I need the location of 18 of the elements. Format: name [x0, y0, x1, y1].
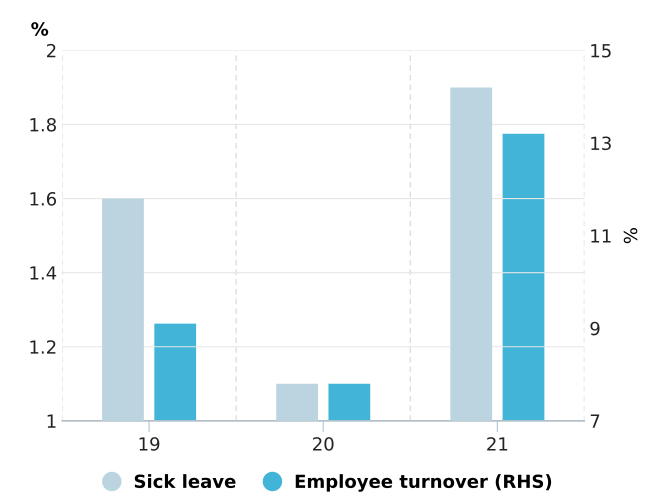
legend-label: Employee turnover (RHS) — [296, 474, 552, 492]
x-tick-label: 19 — [140, 437, 160, 451]
x-tick-label: 20 — [313, 437, 334, 451]
legend-label: Sick leave — [134, 474, 236, 488]
y2-tick-label: 11 — [591, 229, 611, 242]
y-tick-label: 1.4 — [30, 266, 56, 280]
y-tick-label: 1.2 — [30, 340, 56, 354]
y-axis-title: % — [31, 22, 48, 36]
y-tick-label: 1 — [48, 414, 56, 428]
y2-tick-label: 9 — [590, 322, 600, 336]
y2-tick-label: 15 — [591, 44, 611, 58]
y2-axis-title: % — [624, 228, 638, 244]
x-tick-label: 21 — [487, 437, 508, 451]
y-tick-label: 2 — [47, 44, 56, 58]
y-tick-label: 1.8 — [30, 118, 56, 132]
y2-tick-label: 13 — [591, 136, 611, 150]
y2-tick-label: 7 — [590, 414, 600, 428]
y-tick-label: 1.6 — [30, 192, 56, 206]
